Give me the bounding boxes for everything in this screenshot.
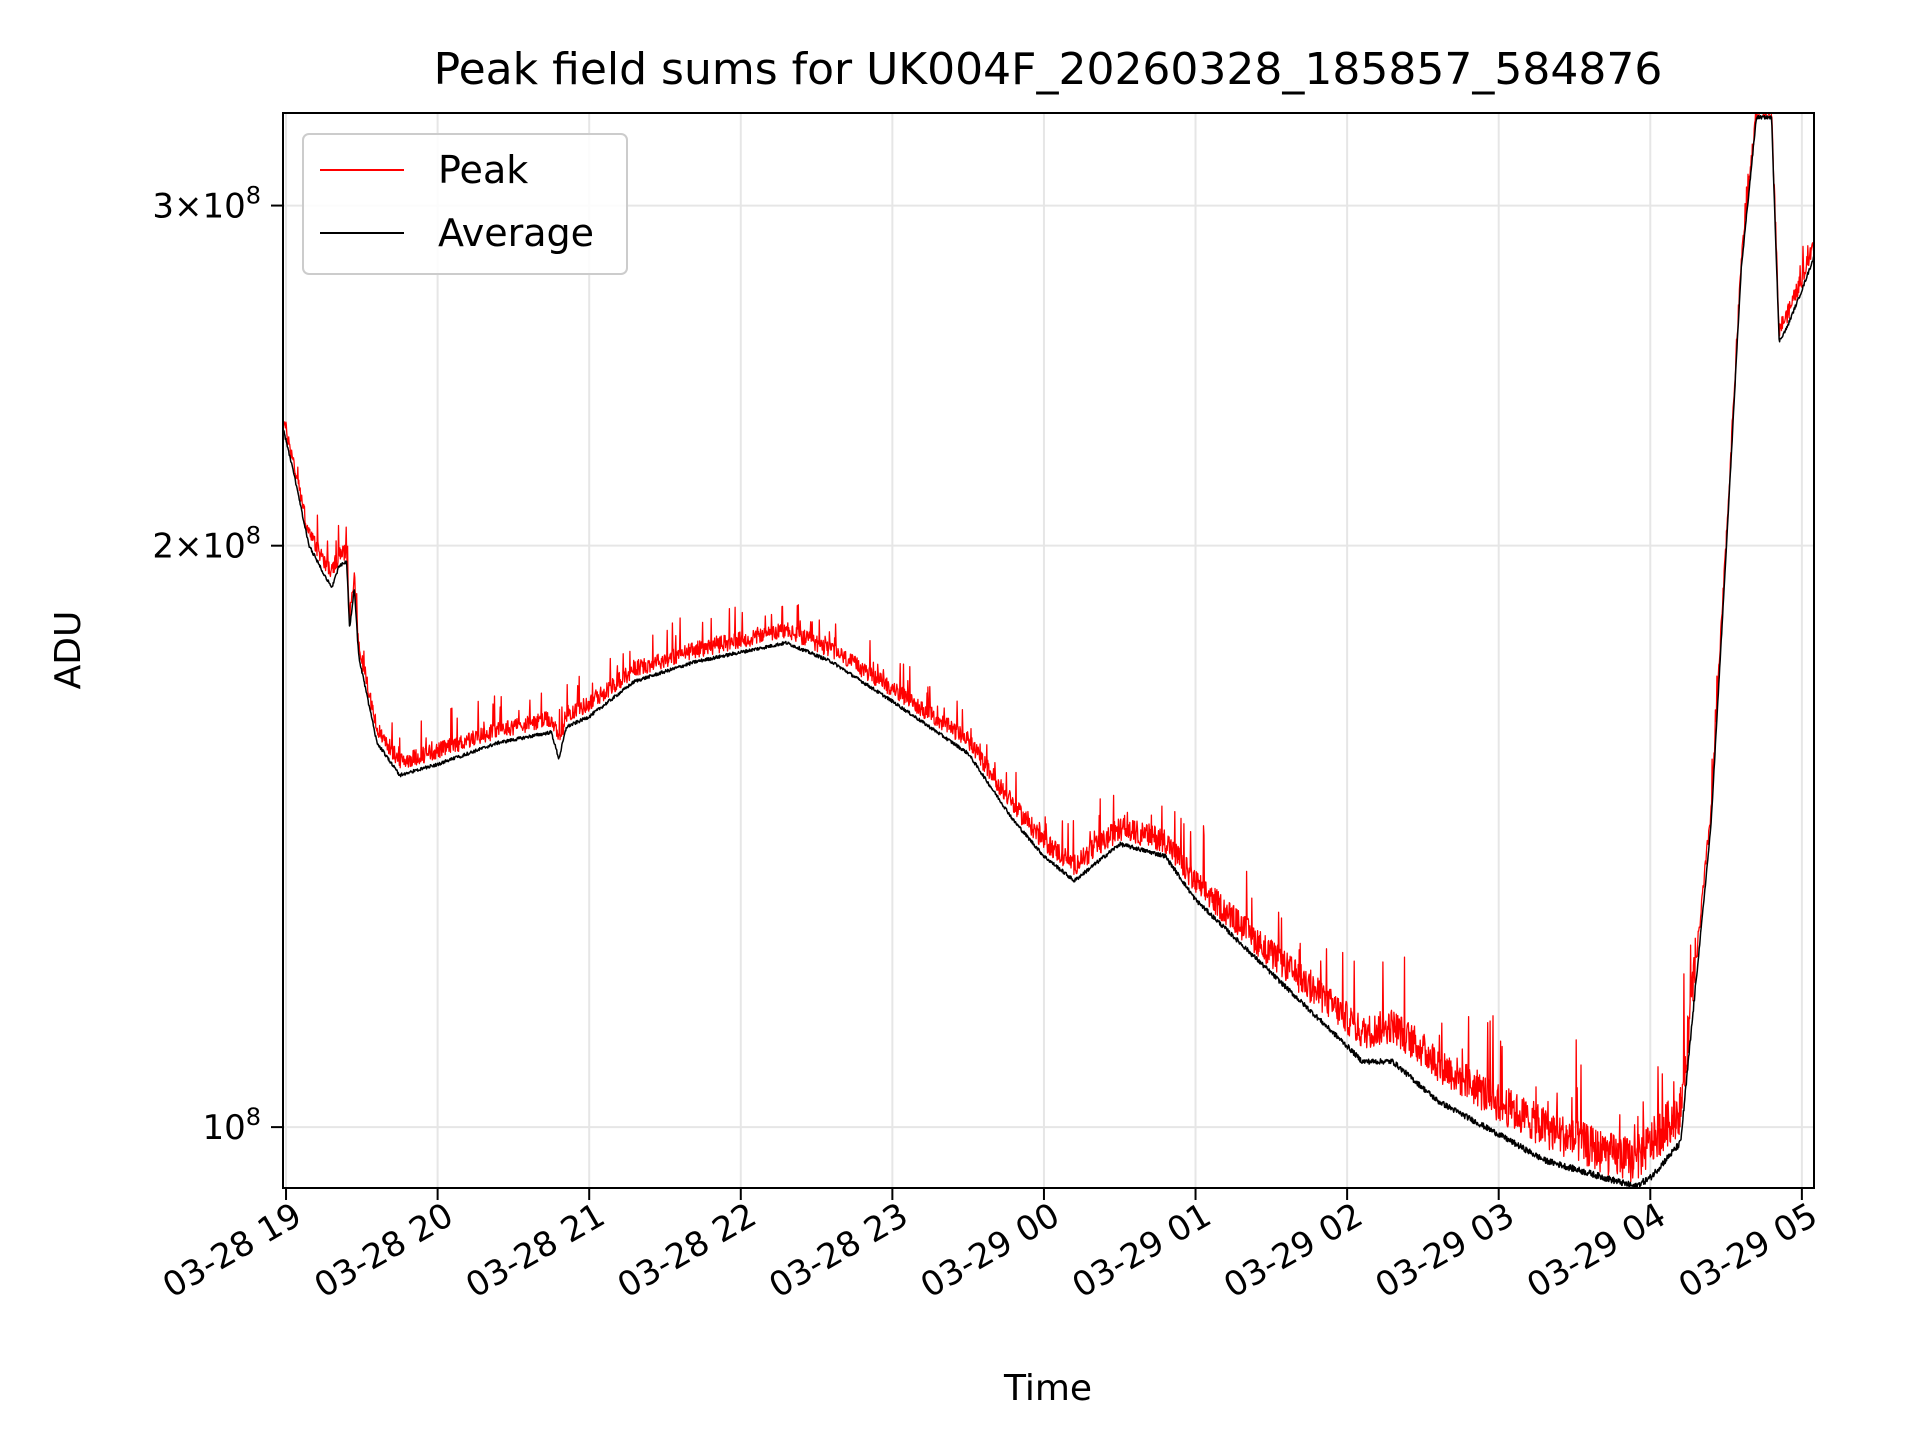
legend: Peak Average [302,133,628,275]
series-layer [283,113,1814,1188]
y-tick-label: 2×108 [152,522,261,567]
x-axis-label: Time [1003,1368,1092,1409]
legend-label-average: Average [438,211,594,255]
series-line-peak [283,113,1814,1183]
y-axis-label: ADU [48,611,89,690]
y-tick-label: 3×108 [152,182,261,227]
chart-title: Peak field sums for UK004F_20260328_1858… [434,44,1663,95]
series-line-average [283,114,1814,1188]
plot-background [283,113,1814,1188]
legend-label-peak: Peak [438,148,528,192]
plot-frame [282,112,1815,1189]
plot-area [282,112,1815,1189]
